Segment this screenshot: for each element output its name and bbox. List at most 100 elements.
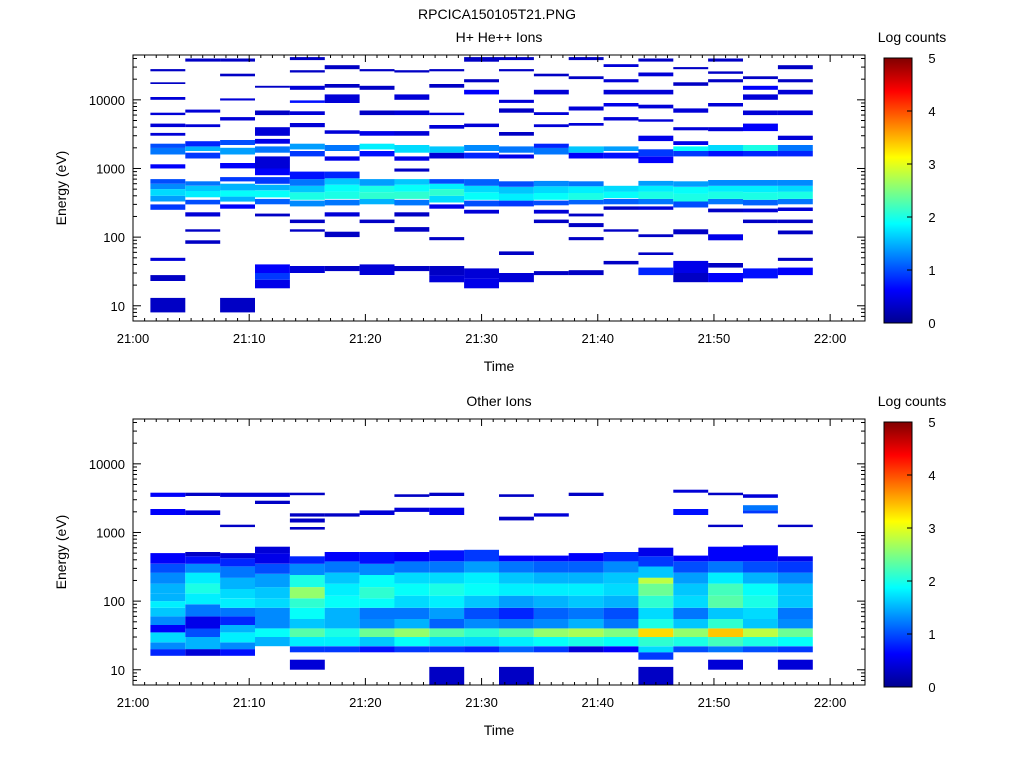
- spectrogram-cell: [673, 260, 709, 273]
- spectrogram-cell: [220, 297, 255, 313]
- spectrogram-cell: [603, 260, 639, 265]
- spectrogram-cell: [743, 123, 778, 132]
- spectrogram-cell: [289, 85, 325, 90]
- spectrogram-cell: [673, 572, 709, 584]
- spectrogram-cell: [394, 145, 430, 153]
- spectrogram-cell: [708, 151, 743, 157]
- spectrogram-cell: [464, 185, 499, 193]
- spectrogram-cell: [708, 561, 743, 573]
- spectrogram-cell: [185, 152, 221, 159]
- spectrogram-cell: [255, 177, 290, 184]
- spectrogram-cell: [603, 561, 639, 573]
- spectrogram-cell: [255, 492, 290, 497]
- spectrogram-cell: [429, 492, 465, 496]
- spectrogram-cell: [429, 195, 465, 203]
- spectrogram-cell: [185, 583, 221, 594]
- spectrogram-cell: [185, 563, 221, 573]
- spectrogram-cell: [289, 229, 325, 232]
- spectrogram-cell: [394, 227, 430, 232]
- spectrogram-cell: [150, 642, 186, 650]
- spectrogram-cell: [255, 198, 290, 205]
- spectrogram-cell: [499, 637, 534, 647]
- spectrogram-cell: [464, 583, 499, 596]
- spectrogram-cell: [289, 659, 325, 670]
- x-axis: 21:00 21:10 21:20 21:30 21:40 21:50 22:00 Time: [117, 55, 866, 374]
- spectrogram-cell: [150, 297, 186, 313]
- spectrogram-cell: [289, 518, 325, 523]
- spectrogram-cell: [499, 108, 534, 113]
- spectrogram-cell: [324, 231, 360, 238]
- spectrogram-cell: [743, 595, 778, 608]
- spectrogram-cell: [568, 181, 604, 187]
- spectrogram-cell: [150, 132, 186, 136]
- spectrogram-cell: [289, 266, 325, 273]
- spectrogram-cell: [603, 618, 639, 629]
- y-tick-label: 10000: [89, 93, 125, 108]
- colorbar-gradient: [883, 421, 913, 688]
- spectrogram-cell: [673, 151, 709, 157]
- spectrogram-cell: [777, 151, 813, 157]
- spectrogram-cell: [638, 618, 674, 629]
- spectrogram-cell: [289, 637, 325, 647]
- spectrogram-cell: [185, 572, 221, 584]
- spectrogram-cell: [150, 275, 186, 281]
- spectrogram-cell: [289, 513, 325, 517]
- spectrogram-cell: [638, 72, 674, 77]
- spectrogram-cell: [394, 131, 430, 136]
- spectrogram-cell: [289, 575, 325, 588]
- spectrogram-cell: [533, 561, 569, 573]
- spectrogram-cells: [150, 57, 813, 313]
- spectrogram-cell: [150, 179, 186, 184]
- spectrogram-cell: [289, 587, 325, 599]
- spectrogram-cell: [220, 649, 255, 656]
- spectrogram-cell: [429, 607, 465, 619]
- spectrogram-cell: [255, 273, 290, 280]
- colorbar: 0 1 2 3 4 5 Log counts: [878, 393, 947, 695]
- spectrogram-cell: [708, 492, 743, 496]
- spectrogram-cell: [673, 583, 709, 596]
- spectrogram-cell: [185, 191, 221, 198]
- spectrogram-cell: [429, 266, 465, 276]
- spectrogram-cell: [359, 85, 395, 90]
- spectrogram-cell: [777, 145, 813, 151]
- colorbar-tick-label: 4: [928, 468, 935, 483]
- plot-frame: [132, 418, 866, 686]
- spectrogram-cell: [499, 154, 534, 159]
- spectrogram-cell: [324, 178, 360, 185]
- spectrogram-cell: [255, 184, 290, 191]
- spectrogram-cell: [499, 583, 534, 596]
- spectrogram-cell: [359, 219, 395, 224]
- spectrogram-cell: [673, 561, 709, 573]
- spectrogram-cell: [568, 146, 604, 153]
- spectrogram-cell: [429, 628, 465, 637]
- spectrogram-cell: [638, 556, 674, 567]
- x-axis: 21:00 21:10 21:20 21:30 21:40 21:50 22:00 Time: [117, 419, 866, 738]
- spectrogram-cell: [777, 65, 813, 70]
- colorbar-tick-label: 4: [928, 104, 935, 119]
- spectrogram-cell: [568, 123, 604, 126]
- spectrogram-cell: [777, 628, 813, 637]
- spectrogram-cell: [429, 189, 465, 196]
- spectrogram-cell: [289, 111, 325, 115]
- spectrogram-cell: [359, 198, 395, 205]
- spectrogram-cell: [359, 185, 395, 193]
- spectrogram-cell: [359, 143, 395, 150]
- spectrogram-cell: [568, 199, 604, 205]
- spectrogram-cell: [185, 212, 221, 217]
- spectrogram-cell: [289, 70, 325, 73]
- colorbar-tick-label: 0: [928, 680, 935, 695]
- spectrogram-cell: [638, 58, 674, 62]
- spectrogram-cell: [673, 595, 709, 608]
- spectrogram-cell: [499, 186, 534, 194]
- spectrogram-cell: [429, 637, 465, 647]
- spectrogram-cell: [150, 189, 186, 196]
- spectrogram-cell: [603, 89, 639, 95]
- spectrogram-cell: [429, 112, 465, 116]
- spectrogram-cell: [394, 156, 430, 161]
- colorbar-tick-label: 2: [928, 574, 935, 589]
- spectrogram-cell: [150, 164, 186, 169]
- y-tick-label: 1000: [96, 161, 125, 176]
- spectrogram-cell: [638, 637, 674, 647]
- colorbar-tick-label: 3: [928, 521, 935, 536]
- spectrogram-cell: [324, 561, 360, 573]
